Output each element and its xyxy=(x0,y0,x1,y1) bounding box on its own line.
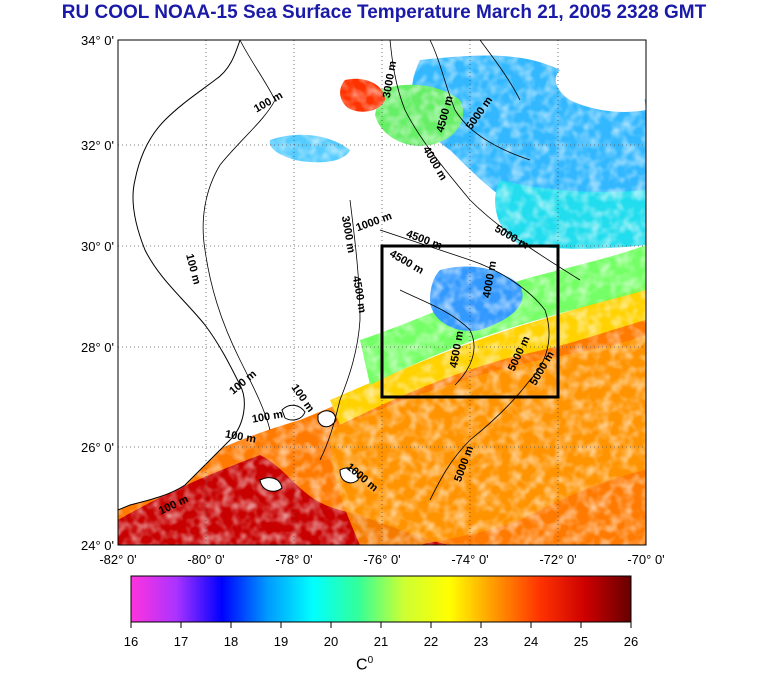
colorbar-tick-label: 19 xyxy=(274,634,288,649)
lon-tick-label: -72° 0' xyxy=(539,552,576,567)
colorbar-unit: C xyxy=(356,656,368,674)
colorbar-tick-label: 17 xyxy=(174,634,188,649)
contour-label: 100 m xyxy=(224,428,257,445)
lon-tick-label: -80° 0' xyxy=(187,552,224,567)
colorbar-tick-label: 20 xyxy=(324,634,338,649)
latitude-tick-labels: 34° 0' 32° 0' 30° 0' 28° 0' 26° 0' 24° 0' xyxy=(81,33,114,553)
map-title: RU COOL NOAA-15 Sea Surface Temperature … xyxy=(61,2,707,23)
lon-tick-label: -76° 0' xyxy=(363,552,400,567)
lat-tick-label: 28° 0' xyxy=(81,340,114,355)
colorbar-tick-label: 18 xyxy=(224,634,238,649)
longitude-tick-labels: -82° 0' -80° 0' -78° 0' -76° 0' -74° 0' -72° … xyxy=(99,552,664,567)
colorbar-tick-labels: 16 17 18 19 20 21 22 23 24 25 26 xyxy=(124,622,638,649)
colorbar-tick-label: 26 xyxy=(624,634,638,649)
colorbar-unit-label: C0 xyxy=(356,655,373,674)
lat-tick-label: 34° 0' xyxy=(81,33,114,48)
lon-tick-label: -78° 0' xyxy=(275,552,312,567)
colorbar-tick-label: 23 xyxy=(474,634,488,649)
colorbar-tick-label: 22 xyxy=(424,634,438,649)
colorbar-tick-label: 24 xyxy=(524,634,538,649)
lat-tick-label: 30° 0' xyxy=(81,239,114,254)
lat-tick-label: 26° 0' xyxy=(81,440,114,455)
plot-border xyxy=(117,39,647,546)
lat-tick-label: 32° 0' xyxy=(81,138,114,153)
lat-tick-label: 24° 0' xyxy=(81,538,114,553)
lon-tick-label: -82° 0' xyxy=(99,552,136,567)
land-mask xyxy=(117,39,245,511)
contour-label: 100 m xyxy=(251,408,284,425)
colorbar-tick-label: 16 xyxy=(124,634,138,649)
lon-tick-label: -74° 0' xyxy=(451,552,488,567)
colorbar-tick-label: 21 xyxy=(374,634,388,649)
lon-tick-label: -70° 0' xyxy=(627,552,664,567)
study-area-box xyxy=(380,244,560,399)
temperature-colorbar: 16 17 18 19 20 21 22 23 24 25 26 xyxy=(124,575,638,649)
colorbar-tick-label: 25 xyxy=(574,634,588,649)
bahamas-islands xyxy=(259,404,359,492)
bathymetry-contours xyxy=(202,39,581,501)
colorbar-gradient xyxy=(130,575,632,623)
colorbar-unit-superscript: 0 xyxy=(367,655,374,666)
